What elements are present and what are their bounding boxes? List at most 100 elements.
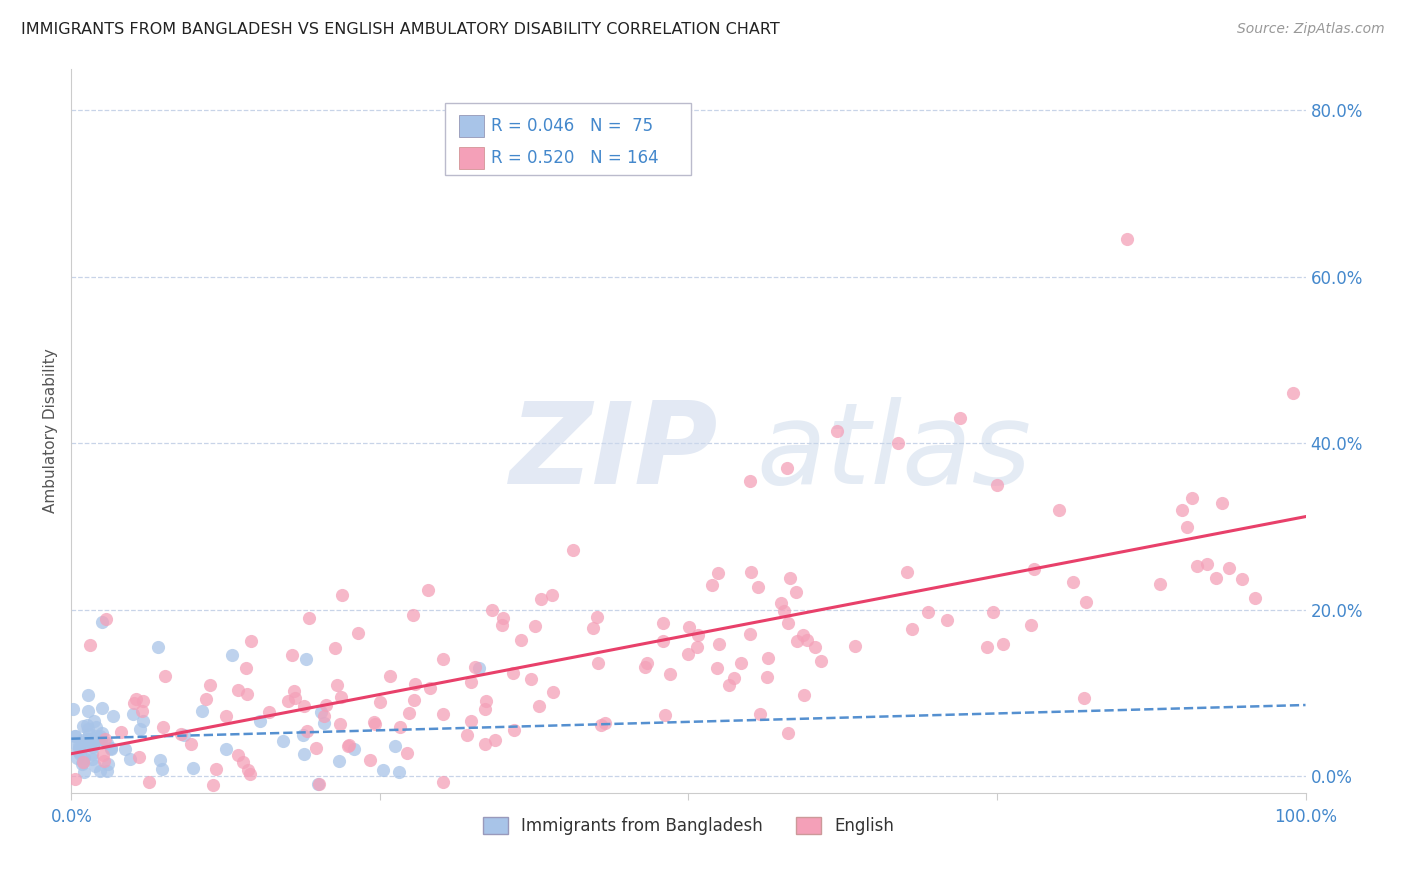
Point <box>530 591 553 606</box>
Point <box>96 612 118 626</box>
FancyBboxPatch shape <box>446 103 690 175</box>
Legend: Immigrants from Bangladesh, English: Immigrants from Bangladesh, English <box>482 817 894 835</box>
Point <box>388 720 411 734</box>
Point <box>378 668 401 682</box>
Point <box>502 723 524 737</box>
Text: IMMIGRANTS FROM BANGLADESH VS ENGLISH AMBULATORY DISABILITY CORRELATION CHART: IMMIGRANTS FROM BANGLADESH VS ENGLISH AM… <box>21 22 780 37</box>
Point <box>314 709 336 723</box>
Point <box>305 740 328 755</box>
Point <box>79 638 101 652</box>
Point <box>292 699 315 714</box>
Point <box>502 665 524 680</box>
Point <box>652 634 675 648</box>
Point <box>70 739 93 754</box>
Point <box>1244 591 1267 605</box>
Point <box>747 580 769 594</box>
Point <box>91 615 114 629</box>
Point <box>786 633 808 648</box>
Point <box>66 750 89 764</box>
Point <box>779 572 801 586</box>
Point <box>129 722 152 736</box>
Point <box>77 732 100 747</box>
Point <box>651 615 673 630</box>
Text: Source: ZipAtlas.com: Source: ZipAtlas.com <box>1237 22 1385 37</box>
Point <box>810 654 832 668</box>
Point <box>146 640 169 654</box>
Point <box>1171 502 1194 516</box>
Point <box>388 765 411 780</box>
Point <box>1195 557 1218 571</box>
Point <box>226 683 249 698</box>
Point <box>936 613 959 627</box>
Point <box>308 777 330 791</box>
Point <box>312 716 335 731</box>
Point <box>636 657 658 671</box>
Point <box>844 639 866 653</box>
Point <box>1185 559 1208 574</box>
Point <box>1205 571 1227 585</box>
Point <box>77 734 100 748</box>
Point <box>1230 572 1253 586</box>
Point <box>91 726 114 740</box>
Point <box>149 753 172 767</box>
Point <box>398 706 420 720</box>
Point <box>124 692 146 706</box>
Point <box>492 610 515 624</box>
Point <box>284 690 307 705</box>
Point <box>80 811 103 825</box>
Point <box>65 772 87 786</box>
Point <box>249 714 271 729</box>
Point <box>114 741 136 756</box>
Point <box>70 757 93 772</box>
Point <box>63 735 86 749</box>
Point <box>776 726 799 740</box>
Point <box>658 667 681 681</box>
Point <box>170 727 193 741</box>
Point <box>73 751 96 765</box>
Point <box>91 748 114 763</box>
Point <box>717 678 740 692</box>
Point <box>89 764 111 778</box>
Point <box>432 775 454 789</box>
Point <box>740 565 762 579</box>
Point <box>686 640 709 655</box>
Point <box>77 704 100 718</box>
Point <box>1022 561 1045 575</box>
Point <box>257 706 280 720</box>
Point <box>686 628 709 642</box>
Point <box>591 718 613 732</box>
Point <box>481 603 503 617</box>
Point <box>94 732 117 747</box>
Point <box>740 474 762 488</box>
Point <box>337 738 360 752</box>
Point <box>730 657 752 671</box>
Point <box>132 694 155 708</box>
Point <box>370 696 392 710</box>
Point <box>887 436 910 450</box>
Point <box>173 728 195 742</box>
Point <box>475 694 498 708</box>
Point <box>66 744 89 758</box>
Point <box>205 762 228 776</box>
Point <box>283 684 305 698</box>
Point <box>706 660 728 674</box>
Point <box>239 633 262 648</box>
Point <box>194 692 217 706</box>
Point <box>1047 502 1070 516</box>
Point <box>72 718 94 732</box>
FancyBboxPatch shape <box>458 147 484 169</box>
Point <box>181 761 204 775</box>
Point <box>232 755 254 769</box>
Point <box>329 717 352 731</box>
Point <box>69 747 91 761</box>
Point <box>77 722 100 736</box>
Point <box>77 734 100 748</box>
Point <box>110 724 132 739</box>
Point <box>82 733 104 747</box>
Point <box>723 671 745 685</box>
Point <box>464 659 486 673</box>
Point <box>474 702 496 716</box>
Point <box>384 739 406 753</box>
Point <box>491 617 513 632</box>
Point <box>239 767 262 781</box>
